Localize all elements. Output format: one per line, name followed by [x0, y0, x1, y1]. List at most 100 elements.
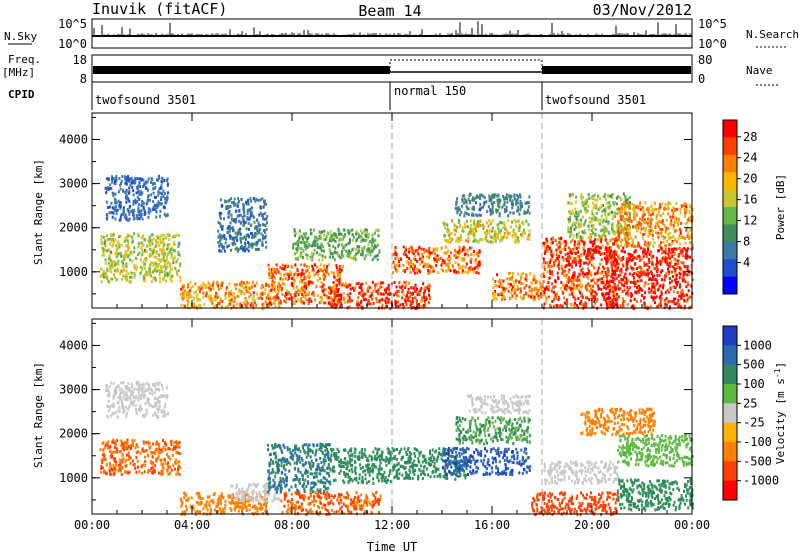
heatmap-cell [251, 236, 254, 240]
heatmap-cell [128, 246, 131, 250]
heatmap-cell [218, 287, 220, 291]
heatmap-cell [519, 278, 522, 282]
heatmap-cell [335, 294, 338, 298]
heatmap-cell [625, 217, 628, 221]
heatmap-cell [554, 294, 557, 297]
heatmap-cell [111, 177, 114, 181]
heatmap-cell [348, 298, 351, 302]
heatmap-cell [137, 232, 140, 236]
heatmap-cell [612, 242, 615, 246]
heatmap-cell [395, 300, 397, 304]
heatmap-cell [149, 267, 151, 271]
heatmap-cell [610, 193, 613, 197]
heatmap-cell [457, 255, 459, 259]
heatmap-cell [572, 283, 575, 287]
heatmap-cell [627, 288, 630, 292]
heatmap-cell [428, 256, 430, 259]
heatmap-cell [494, 296, 496, 300]
heatmap-cell [489, 234, 492, 238]
heatmap-cell [335, 264, 338, 268]
heatmap-cell [565, 273, 568, 277]
heatmap-cell [594, 290, 597, 294]
heatmap-cell [590, 237, 593, 241]
heatmap-cell [590, 224, 593, 228]
heatmap-cell [366, 247, 369, 251]
heatmap-cell [570, 287, 573, 291]
heatmap-cell [668, 299, 671, 303]
heatmap-cell [294, 234, 297, 238]
heatmap-cell [190, 295, 193, 299]
heatmap-cell [295, 285, 298, 289]
heatmap-cell [607, 194, 610, 198]
heatmap-cell [384, 299, 387, 303]
heatmap-cell [621, 301, 624, 305]
heatmap-cell [275, 271, 277, 275]
heatmap-cell [619, 304, 622, 308]
heatmap-cell [323, 272, 326, 276]
heatmap-cell [642, 270, 645, 274]
heatmap-cell [371, 241, 373, 245]
heatmap-cell [398, 281, 401, 285]
heatmap-cell [115, 269, 118, 273]
heatmap-cell [600, 258, 603, 262]
heatmap-cell [654, 266, 657, 270]
heatmap-cell [126, 245, 129, 249]
heatmap-cell [655, 295, 658, 299]
heatmap-cell [244, 249, 247, 253]
heatmap-cell [373, 244, 376, 248]
heatmap-cell [538, 280, 541, 284]
heatmap-cell [370, 302, 373, 306]
heatmap-cell [140, 241, 143, 245]
heatmap-cell [493, 201, 496, 204]
heatmap-cell [587, 267, 590, 271]
heatmap-cell [322, 290, 325, 294]
heatmap-cell [311, 269, 314, 273]
heatmap-cell [125, 262, 128, 266]
heatmap-cell [113, 180, 116, 183]
heatmap-cell [567, 258, 570, 262]
heatmap-cell [480, 193, 483, 197]
heatmap-cell [573, 227, 576, 231]
heatmap-cell [601, 228, 604, 232]
heatmap-cell [573, 243, 576, 247]
heatmap-cell [627, 279, 630, 283]
heatmap-cell [441, 261, 444, 265]
heatmap-cell [651, 296, 654, 299]
heatmap-cell [115, 244, 118, 248]
heatmap-cell [402, 252, 405, 256]
heatmap-cell [656, 304, 659, 308]
heatmap-cell [324, 238, 327, 241]
heatmap-cell [256, 247, 259, 251]
heatmap-cell [543, 267, 546, 271]
heatmap-cell [162, 248, 164, 252]
heatmap-cell [653, 290, 656, 294]
heatmap-cell [371, 233, 374, 237]
heatmap-cell [168, 273, 171, 277]
heatmap-cell [650, 282, 653, 286]
heatmap-cell [145, 249, 148, 253]
heatmap-cell [519, 287, 522, 290]
heatmap-cell [442, 222, 445, 226]
heatmap-cell [261, 240, 264, 244]
heatmap-cell [467, 207, 470, 211]
heatmap-cell [346, 251, 349, 255]
heatmap-cell [133, 209, 136, 213]
heatmap-cell [273, 299, 276, 303]
heatmap-cell [686, 298, 689, 301]
heatmap-cell [172, 261, 175, 265]
heatmap-cell [371, 297, 374, 301]
heatmap-cell [152, 270, 154, 274]
heatmap-cell [338, 281, 341, 285]
heatmap-cell [567, 230, 570, 234]
heatmap-cell [640, 266, 643, 270]
freq-tick-top: 18 [73, 53, 87, 67]
heatmap-cell [541, 289, 544, 293]
heatmap-cell [109, 268, 112, 272]
heatmap-cell [581, 202, 584, 206]
heatmap-cell [108, 254, 111, 258]
heatmap-cell [501, 291, 504, 295]
heatmap-cell [344, 301, 346, 305]
heatmap-cell [240, 280, 243, 284]
heatmap-cell [130, 178, 133, 182]
heatmap-cell [311, 281, 314, 285]
